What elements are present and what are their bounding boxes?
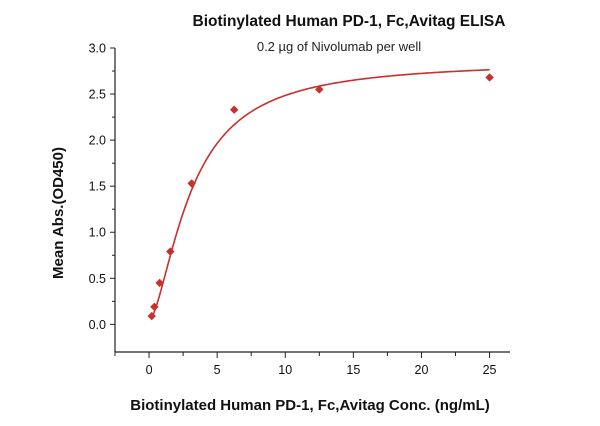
x-tick-label: 10 bbox=[278, 363, 292, 377]
y-tick-label: 0.0 bbox=[89, 318, 106, 332]
x-tick-label: 25 bbox=[483, 363, 497, 377]
y-tick-label: 1.0 bbox=[89, 226, 106, 240]
fit-curve-layer bbox=[150, 68, 490, 319]
y-tick-label: 3.0 bbox=[89, 42, 106, 56]
y-tick-label: 2.0 bbox=[89, 134, 106, 148]
x-tick-label: 5 bbox=[214, 363, 221, 377]
fit-curve bbox=[150, 68, 490, 319]
data-point bbox=[155, 278, 164, 288]
x-axis-title: Biotinylated Human PD-1, Fc,Avitag Conc.… bbox=[130, 397, 489, 414]
x-tick-label: 20 bbox=[415, 363, 429, 377]
data-point bbox=[150, 302, 159, 312]
data-point bbox=[187, 179, 196, 188]
data-point bbox=[315, 85, 324, 94]
y-tick-label: 2.5 bbox=[89, 88, 106, 102]
y-axis-title: Mean Abs.(OD450) bbox=[50, 147, 67, 279]
y-tick-label: 1.5 bbox=[89, 180, 106, 194]
chart-title: Biotinylated Human PD-1, Fc,Avitag ELISA bbox=[193, 13, 506, 30]
data-point bbox=[147, 311, 156, 321]
chart-subtitle: 0.2 µg of Nivolumab per well bbox=[257, 39, 421, 54]
y-tick-label: 0.5 bbox=[89, 272, 106, 286]
data-point bbox=[485, 73, 494, 82]
x-tick-label: 0 bbox=[146, 363, 153, 377]
data-point bbox=[229, 105, 239, 114]
data-points bbox=[147, 73, 494, 321]
axes: 0.0 0.5 1.0 1.5 2.0 2.5 3.0 0 5 10 15 20 25 bbox=[89, 42, 510, 377]
data-point bbox=[166, 247, 175, 256]
x-tick-label: 15 bbox=[346, 363, 360, 377]
